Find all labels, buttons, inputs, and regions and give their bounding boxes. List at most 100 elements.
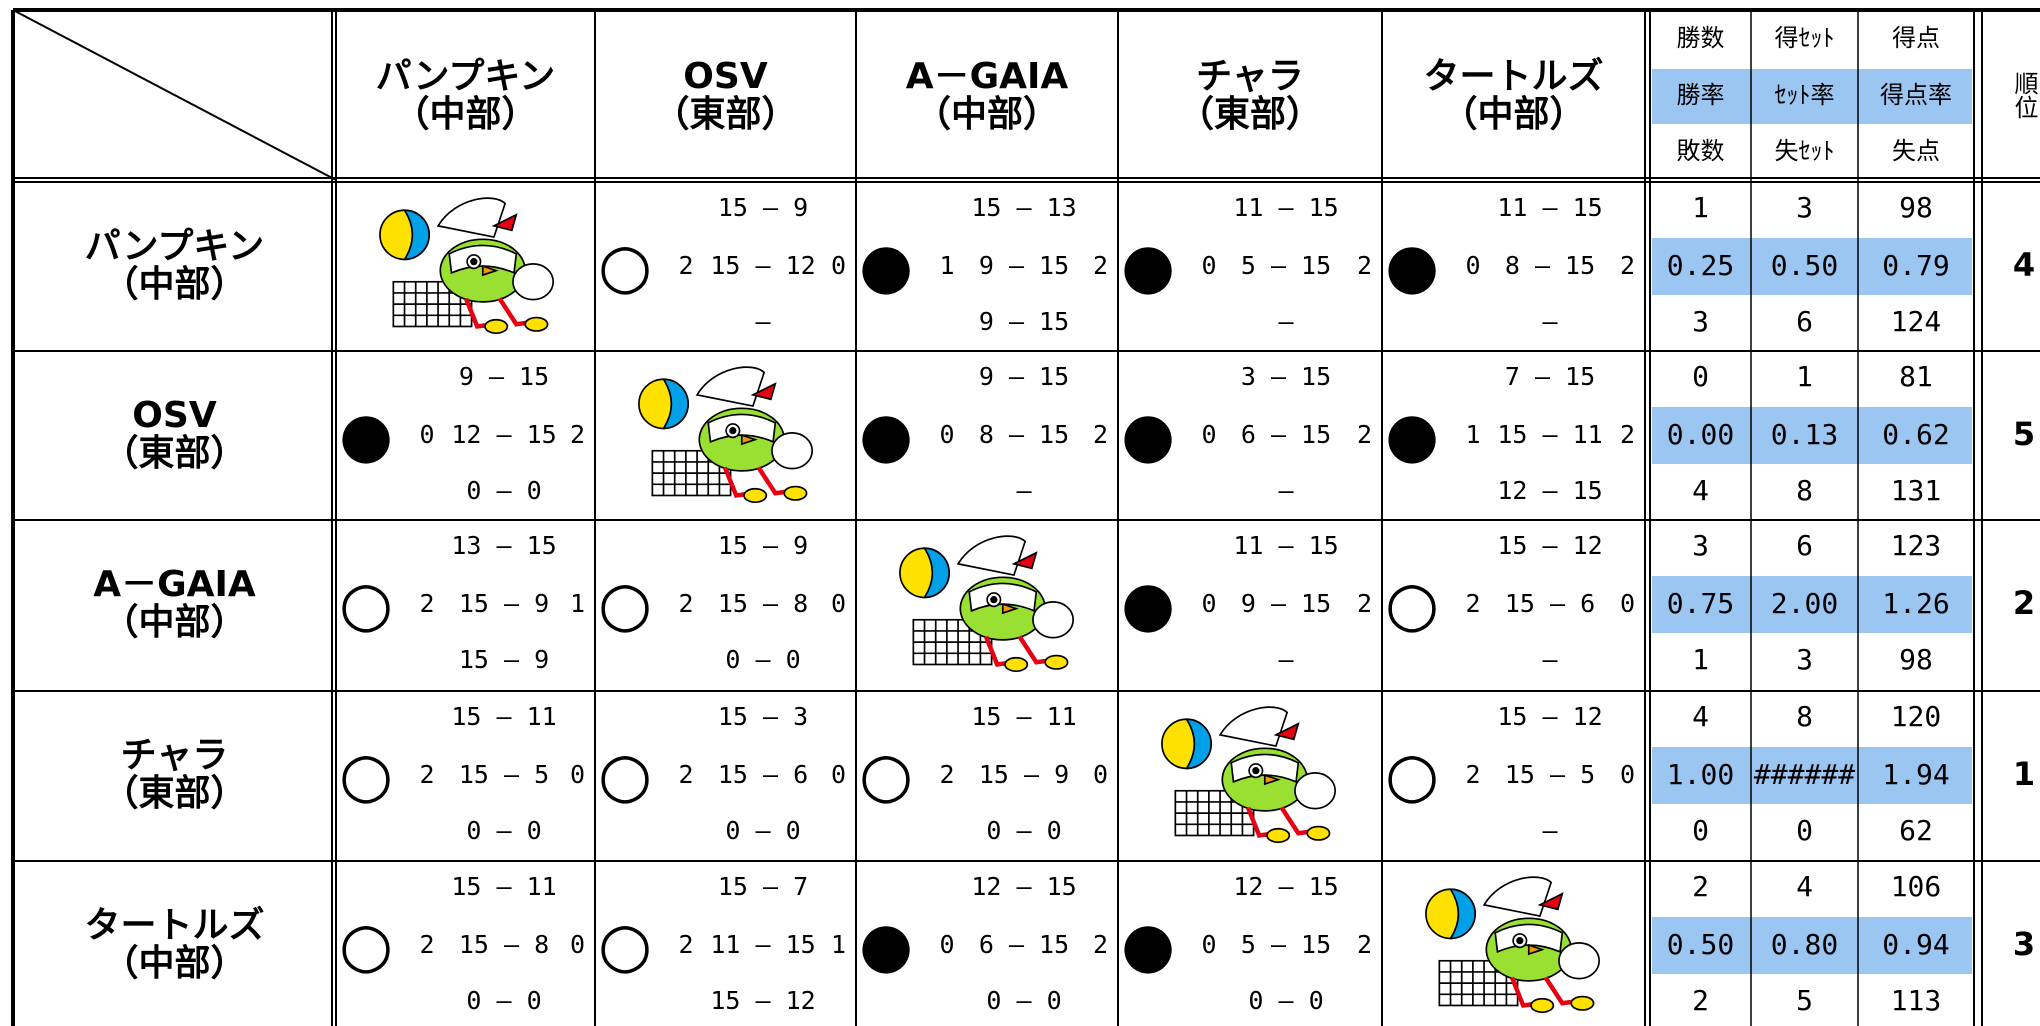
sets-won: 0: [1201, 420, 1216, 449]
stat-value: 3: [1692, 529, 1709, 562]
set-score: 15 — 11: [1497, 420, 1602, 449]
set-score: 11 — 15: [1233, 531, 1338, 560]
rate-band: [1652, 917, 1972, 974]
result-mark: ●: [859, 398, 913, 471]
sets-won: 0: [1465, 251, 1480, 280]
mascot-image: [1426, 877, 1599, 1012]
sets-lost: 0: [570, 930, 585, 959]
row-team-region: （中部）: [102, 602, 246, 643]
set-score: —: [1542, 307, 1558, 336]
set-score: —: [755, 307, 771, 336]
stat-value: 62: [1899, 814, 1933, 847]
sets-lost: 0: [570, 760, 585, 789]
sets-won: 2: [1465, 760, 1480, 789]
stat-value: 6: [1796, 305, 1813, 338]
stat-value: 1.00: [1667, 758, 1734, 791]
set-score: 15 — 11: [971, 702, 1076, 731]
set-score: 0 — 0: [986, 986, 1061, 1015]
set-score: —: [1542, 816, 1558, 845]
sets-lost: 2: [1357, 251, 1372, 280]
stat-value: 2: [1692, 984, 1709, 1017]
sets-won: 1: [939, 251, 954, 280]
row-team-name: パンプキン: [85, 226, 265, 267]
stat-value: 0.62: [1882, 418, 1949, 451]
sets-lost: 2: [570, 420, 585, 449]
set-score: 15 — 12: [710, 251, 815, 280]
set-score: 6 — 15: [979, 930, 1069, 959]
result-mark: ○: [598, 738, 652, 811]
sets-lost: 0: [1093, 760, 1108, 789]
set-score: 0 — 0: [725, 645, 800, 674]
set-score: 0 — 0: [466, 476, 541, 505]
set-score: 15 — 9: [718, 193, 808, 222]
result-mark: ○: [1385, 567, 1439, 640]
set-score: 11 — 15: [710, 930, 815, 959]
sets-lost: 2: [1357, 420, 1372, 449]
row-team-region: （中部）: [102, 943, 246, 984]
rate-band: [1652, 238, 1972, 295]
rank-value: 5: [2013, 415, 2035, 453]
set-score: 15 — 9: [979, 760, 1069, 789]
sets-won: 0: [939, 930, 954, 959]
set-score: 0 — 0: [725, 816, 800, 845]
result-mark: ○: [598, 908, 652, 981]
stats-header-label: 得点: [1892, 24, 1940, 52]
set-score: 5 — 15: [1241, 251, 1331, 280]
row-team-region: （中部）: [102, 264, 246, 305]
sets-lost: 0: [1620, 760, 1635, 789]
set-score: 11 — 15: [1233, 193, 1338, 222]
set-score: 12 — 15: [971, 872, 1076, 901]
result-mark: ●: [1121, 908, 1175, 981]
stat-value: 106: [1891, 870, 1942, 903]
set-score: 15 — 11: [451, 702, 556, 731]
sets-lost: 1: [570, 589, 585, 618]
row-team-name: A－GAIA: [93, 564, 256, 605]
sets-lost: 0: [831, 589, 846, 618]
sets-won: 2: [678, 251, 693, 280]
stats-header-label: 敗数: [1677, 137, 1725, 165]
set-score: 15 — 3: [718, 702, 808, 731]
stat-value: 120: [1891, 700, 1942, 733]
set-score: 15 — 9: [459, 589, 549, 618]
set-score: 7 — 15: [1505, 362, 1595, 391]
stat-value: 4: [1692, 474, 1709, 507]
sets-lost: 2: [1357, 930, 1372, 959]
sets-won: 2: [419, 760, 434, 789]
sets-won: 2: [939, 760, 954, 789]
stat-value: 3: [1692, 305, 1709, 338]
set-score: 3 — 15: [1241, 362, 1331, 391]
stat-value: 0.94: [1882, 928, 1949, 961]
sets-won: 2: [1465, 589, 1480, 618]
set-score: 6 — 15: [1241, 420, 1331, 449]
row-team-name: チャラ: [121, 735, 229, 776]
sets-won: 2: [678, 760, 693, 789]
stat-value: 2: [1692, 870, 1709, 903]
stat-value: 131: [1891, 474, 1942, 507]
set-score: 15 — 9: [459, 645, 549, 674]
corner-diagonal: [12, 9, 337, 181]
sets-lost: 2: [1093, 930, 1108, 959]
column-team-region: （中部）: [1441, 94, 1585, 135]
mascot-image: [639, 367, 812, 502]
stat-value: ######: [1754, 758, 1855, 791]
rank-value: 4: [2013, 246, 2035, 284]
set-score: 5 — 15: [1241, 930, 1331, 959]
set-score: 15 — 5: [1505, 760, 1595, 789]
set-score: 15 — 12: [1497, 702, 1602, 731]
column-team-region: （中部）: [915, 94, 1059, 135]
stat-value: 0.00: [1667, 418, 1734, 451]
stats-header-label: 勝率: [1677, 81, 1725, 109]
stat-value: 1.94: [1882, 758, 1949, 791]
stat-value: 123: [1891, 529, 1942, 562]
column-team-name: A－GAIA: [906, 56, 1069, 97]
stat-value: 5: [1796, 984, 1813, 1017]
set-score: 12 — 15: [451, 420, 556, 449]
result-mark: ●: [1121, 398, 1175, 471]
sets-won: 0: [1201, 930, 1216, 959]
rank-header: 順位: [2010, 71, 2038, 119]
set-score: 8 — 15: [979, 420, 1069, 449]
set-score: —: [1278, 476, 1294, 505]
stat-value: 0.75: [1667, 587, 1734, 620]
column-team-region: （中部）: [393, 94, 537, 135]
set-score: 9 — 15: [979, 307, 1069, 336]
